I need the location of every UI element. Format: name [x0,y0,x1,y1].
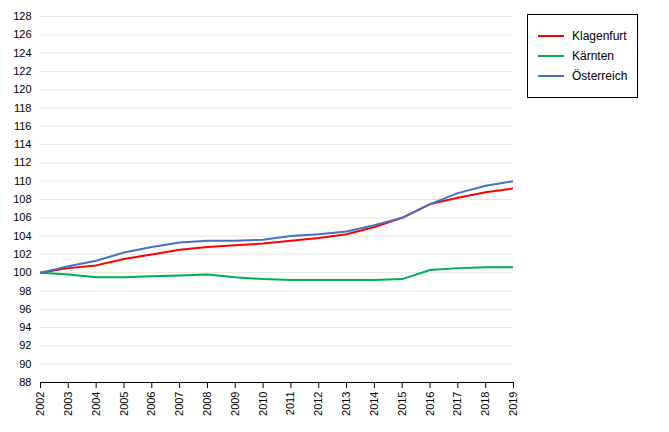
svg-text:122: 122 [13,65,31,77]
svg-text:2009: 2009 [229,392,241,416]
svg-text:2013: 2013 [340,392,352,416]
svg-text:92: 92 [19,339,31,351]
svg-text:2012: 2012 [312,392,324,416]
svg-text:124: 124 [13,47,31,59]
svg-text:104: 104 [13,230,31,242]
svg-text:2015: 2015 [396,392,408,416]
svg-text:2005: 2005 [117,392,129,416]
svg-text:2014: 2014 [368,392,380,416]
svg-text:98: 98 [19,285,31,297]
svg-text:2007: 2007 [173,392,185,416]
html-text:Klagenfurt: Klagenfurt [572,29,627,43]
svg-text:2008: 2008 [201,392,213,416]
html-text:Kärnten: Kärnten [572,49,614,63]
svg-text:108: 108 [13,193,31,205]
svg-text:88: 88 [19,376,31,388]
svg-text:120: 120 [13,83,31,95]
svg-text:114: 114 [14,138,32,150]
svg-text:94: 94 [19,321,31,333]
svg-text:96: 96 [19,303,31,315]
svg-text:110: 110 [14,175,32,187]
svg-text:2006: 2006 [145,392,157,416]
svg-text:100: 100 [13,266,31,278]
html-text:Österreich: Österreich [572,69,628,83]
svg-text:128: 128 [13,10,31,22]
svg-text:2017: 2017 [451,392,463,416]
svg-text:118: 118 [14,102,32,114]
svg-text:112: 112 [14,156,32,168]
svg-text:126: 126 [13,28,31,40]
svg-text:2010: 2010 [257,392,269,416]
svg-text:2019: 2019 [507,392,519,416]
svg-text:2003: 2003 [62,392,74,416]
svg-text:2002: 2002 [34,392,46,416]
svg-text:2011: 2011 [284,392,296,416]
svg-text:106: 106 [13,211,31,223]
svg-text:90: 90 [19,358,31,370]
svg-text:2016: 2016 [424,392,436,416]
svg-text:2018: 2018 [479,392,491,416]
svg-text:116: 116 [14,120,32,132]
svg-text:2004: 2004 [90,392,102,416]
svg-text:102: 102 [13,248,31,260]
